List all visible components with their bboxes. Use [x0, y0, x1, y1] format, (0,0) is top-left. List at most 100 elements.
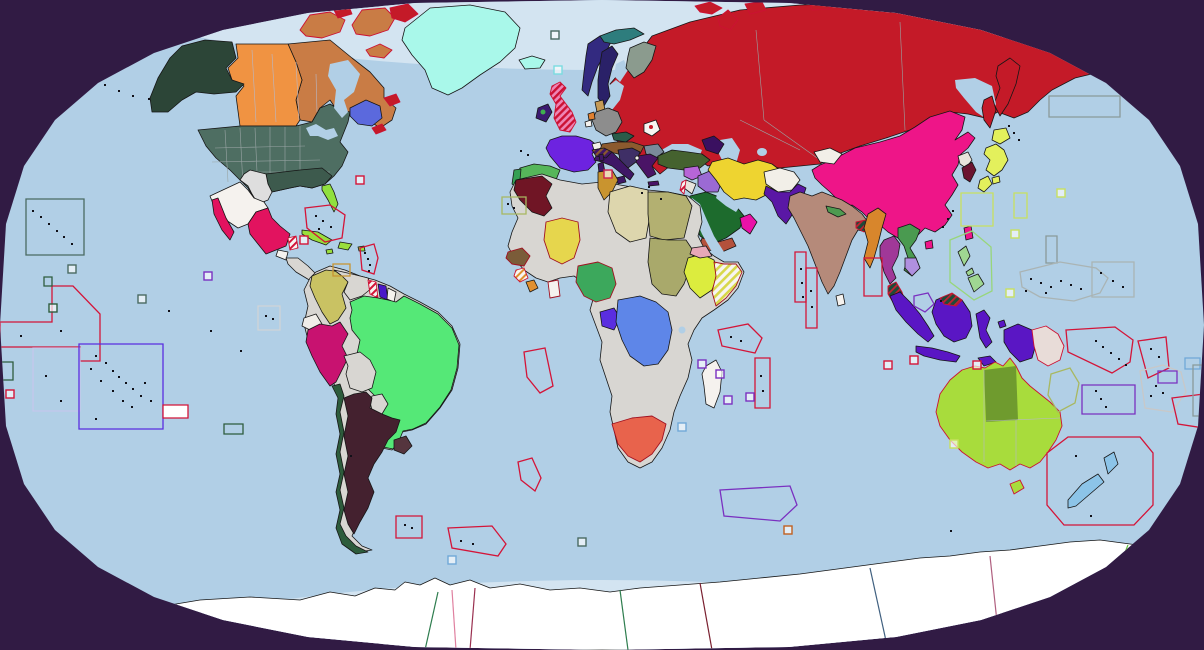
island-dot: [660, 198, 662, 200]
island-dot: [122, 400, 124, 402]
micronesia-box-gray: [1019, 261, 1109, 302]
island-dot: [1080, 288, 1082, 290]
island-dot: [265, 315, 267, 317]
region-tasmania: [1009, 479, 1025, 495]
andaman-box-red: [863, 257, 883, 297]
island-dot: [148, 98, 150, 100]
island-dot: [648, 186, 650, 188]
island-dot: [760, 375, 762, 377]
region-nigeria: [575, 261, 617, 303]
hudson-bay: [328, 60, 360, 118]
cocos-box-purple: [913, 292, 935, 313]
mandate-box-b: [1013, 192, 1028, 219]
region-egypt: [647, 191, 693, 241]
island-dot: [1030, 278, 1032, 280]
bermuda-marker: [355, 175, 365, 185]
island-dot: [240, 350, 242, 352]
island-dot: [45, 375, 47, 377]
island-dot: [125, 382, 127, 384]
region-bengal: [855, 219, 867, 233]
island-dot: [1150, 395, 1152, 397]
region-sarawak: [939, 292, 963, 307]
region-afghanistan: [763, 167, 801, 193]
region-senegal-guinea: [505, 247, 531, 267]
region-libya: [607, 185, 651, 243]
island-dot: [168, 310, 170, 312]
falkland-box-red: [395, 515, 423, 539]
island-dot: [762, 390, 764, 392]
canada-province-borders: [251, 49, 318, 123]
island-dot: [318, 228, 320, 230]
region-morocco: [513, 175, 553, 217]
right-edge-gray-box: [1192, 364, 1204, 417]
region-sweden: [597, 45, 619, 107]
tokelau-box-lavender: [32, 347, 81, 412]
island-dot: [940, 300, 942, 302]
island-dot: [210, 330, 212, 332]
island-dot: [1095, 390, 1097, 392]
region-maritimes-blue: [349, 99, 383, 127]
island-dot: [527, 154, 529, 156]
island-dot: [48, 223, 50, 225]
samoa-box-blue: [1184, 357, 1201, 370]
marker-gray-1: [67, 264, 77, 274]
reunion-marker: [745, 392, 755, 402]
region-albania: [634, 155, 640, 161]
island-dot: [368, 270, 370, 272]
palau-marker: [1005, 288, 1015, 298]
ussr-internal-borders: [739, 21, 906, 161]
island-dot: [272, 318, 274, 320]
mauritius-marker-2: [723, 395, 733, 405]
s-atlantic-marker: [447, 555, 457, 565]
territory-outline-boxes: [0, 95, 1204, 557]
region-ghana: [547, 279, 561, 299]
island-dot: [811, 306, 813, 308]
island-dot: [802, 296, 804, 298]
gilbert-box-gray: [1091, 261, 1135, 298]
marker-green-1: [48, 303, 58, 313]
galapagos-box: [257, 305, 281, 331]
island-dot: [132, 95, 134, 97]
canary-box-olive: [501, 196, 527, 215]
island-dot: [1095, 340, 1097, 342]
region-korea-south: [961, 161, 977, 183]
island-dot: [947, 218, 949, 220]
lake-victoria: [678, 326, 686, 334]
malta-marker: [603, 169, 613, 179]
enclave-red-mark: [649, 125, 653, 129]
island-dot: [330, 226, 332, 228]
seychelles-box-red: [717, 323, 763, 354]
island-dot: [641, 192, 643, 194]
mauritius-marker-1: [715, 369, 725, 379]
island-dot: [472, 543, 474, 545]
island-dot: [63, 236, 65, 238]
caribbean-marker: [299, 235, 309, 245]
antilles-box-red: [359, 243, 379, 275]
island-dot: [367, 258, 369, 260]
region-kamchatka: [993, 57, 1021, 117]
solomon-box-red: [1065, 326, 1134, 374]
island-dot: [60, 400, 62, 402]
island-dot: [56, 230, 58, 232]
island-dot: [112, 370, 114, 372]
fiji-box-gray: [1139, 364, 1187, 413]
island-dot: [71, 243, 73, 245]
island-dot: [140, 395, 142, 397]
island-dot: [1070, 284, 1072, 286]
bahamas-box-red: [304, 204, 346, 243]
gulf-of-bothnia: [614, 60, 628, 82]
region-guatemala: [275, 249, 289, 261]
region-greece: [635, 153, 660, 187]
right-purple-box: [1157, 370, 1178, 384]
region-iceland: [518, 55, 546, 70]
island-dot: [1158, 356, 1160, 358]
island-dot: [144, 382, 146, 384]
left-edge-green-box: [0, 361, 14, 381]
region-uk: [549, 81, 577, 133]
island-dot: [20, 335, 22, 337]
bouvet-marker: [577, 537, 587, 547]
maldives-box-red: [805, 267, 818, 329]
region-xinjiang: [813, 147, 843, 165]
island-dot: [364, 252, 366, 254]
norfolk-marker: [949, 439, 959, 449]
